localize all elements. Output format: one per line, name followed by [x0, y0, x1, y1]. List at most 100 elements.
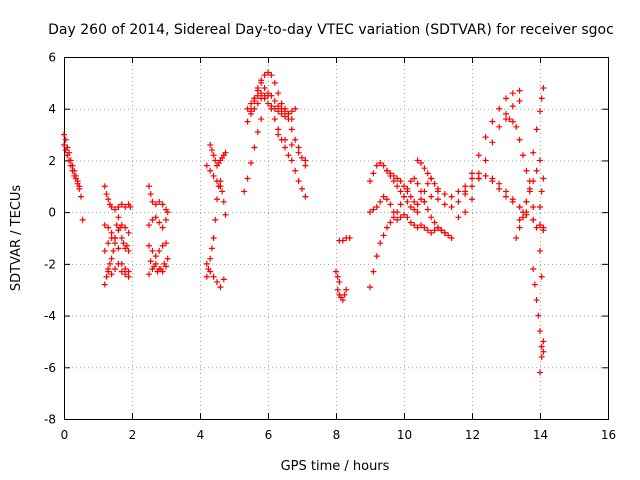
data-point [333, 268, 339, 275]
x-tick-label: 0 [61, 428, 69, 442]
data-point [285, 110, 292, 117]
data-point [278, 110, 285, 117]
data-point [516, 224, 523, 231]
data-point [414, 180, 421, 187]
data-point [339, 237, 346, 244]
data-point [367, 178, 373, 185]
data-point [275, 103, 282, 110]
data-point [489, 175, 496, 182]
data-point [118, 268, 125, 275]
data-point [431, 219, 438, 226]
data-point [540, 85, 547, 92]
series-arc-24 [334, 286, 350, 304]
data-point [149, 216, 156, 223]
data-point [538, 188, 545, 195]
series-arc-15 [207, 141, 229, 169]
data-point [370, 170, 377, 177]
data-point [271, 79, 278, 86]
data-point [530, 178, 537, 185]
data-point [251, 144, 258, 151]
data-point [112, 206, 118, 213]
data-point [384, 167, 390, 174]
data-point [334, 286, 341, 293]
y-tick-label: 0 [48, 206, 56, 220]
data-point [62, 147, 69, 154]
data-point [404, 214, 411, 221]
data-point [241, 188, 248, 195]
data-point [513, 123, 520, 130]
data-point [113, 222, 120, 229]
x-tick-labels: 0 2 4 6 8 10 12 14 16 [61, 428, 616, 442]
data-point [384, 224, 390, 231]
data-point [537, 328, 543, 335]
data-point [275, 108, 282, 115]
data-point [302, 157, 309, 164]
x-tick-label: 12 [465, 428, 480, 442]
series-arc-4 [101, 214, 132, 288]
data-point [254, 92, 261, 99]
grid [64, 57, 608, 419]
data-point [157, 266, 164, 273]
series-arc-19 [244, 90, 309, 169]
data-point [105, 224, 112, 231]
data-point [496, 105, 503, 112]
data-point [108, 203, 115, 210]
data-point [428, 214, 435, 221]
data-point [203, 273, 210, 280]
data-point [496, 123, 503, 130]
data-point [424, 170, 431, 177]
data-point [275, 131, 282, 138]
x-tick-label: 6 [265, 428, 273, 442]
series-arc-39 [537, 175, 547, 210]
data-point [531, 281, 538, 288]
data-point [288, 141, 295, 148]
data-point [115, 260, 122, 267]
data-point [516, 136, 523, 143]
data-point [435, 196, 441, 203]
data-point [414, 201, 421, 208]
data-point [401, 183, 407, 190]
y-tick-label: -8 [44, 413, 56, 427]
data-point [123, 242, 130, 249]
data-point [496, 180, 503, 187]
data-point [254, 100, 261, 107]
series-arc-20 [248, 90, 299, 117]
data-point [302, 193, 309, 200]
data-point [537, 108, 543, 115]
series-arc-28 [367, 193, 448, 236]
series-arc-22 [275, 131, 309, 164]
data-point [152, 201, 159, 208]
y-tick-label: 4 [48, 102, 56, 116]
data-point [203, 162, 210, 169]
data-point [295, 149, 302, 156]
series-arc-12 [147, 258, 168, 275]
data-point [390, 172, 397, 179]
data-point [207, 268, 214, 275]
data-point [248, 100, 254, 107]
data-point [421, 224, 428, 231]
series-arc-40 [516, 157, 543, 223]
data-point [207, 167, 214, 174]
data-point [163, 216, 169, 223]
data-point [503, 188, 509, 195]
data-point [424, 180, 431, 187]
data-point [210, 152, 217, 159]
data-point [112, 240, 118, 247]
data-point [530, 203, 537, 210]
data-point [339, 297, 346, 304]
data-point [163, 240, 169, 247]
data-point [152, 253, 159, 260]
data-point [435, 188, 441, 195]
data-point [387, 201, 394, 208]
data-point [248, 110, 254, 117]
data-point [66, 157, 73, 164]
data-point [380, 162, 387, 169]
data-point [428, 193, 435, 200]
data-point [217, 183, 224, 190]
data-point [540, 175, 547, 182]
data-point [265, 90, 271, 97]
data-point [152, 214, 159, 221]
data-point [212, 157, 219, 164]
data-point [147, 191, 154, 198]
data-point [108, 255, 115, 262]
